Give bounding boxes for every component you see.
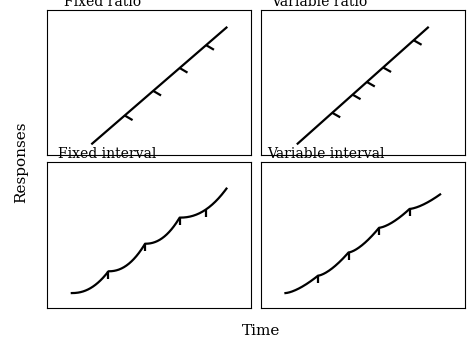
Text: Time: Time — [242, 323, 280, 338]
Text: Variable interval: Variable interval — [267, 147, 385, 161]
Text: Variable ratio: Variable ratio — [271, 0, 367, 9]
Text: Fixed ratio: Fixed ratio — [64, 0, 141, 9]
Text: Fixed interval: Fixed interval — [57, 147, 156, 161]
Text: Responses: Responses — [14, 121, 28, 203]
